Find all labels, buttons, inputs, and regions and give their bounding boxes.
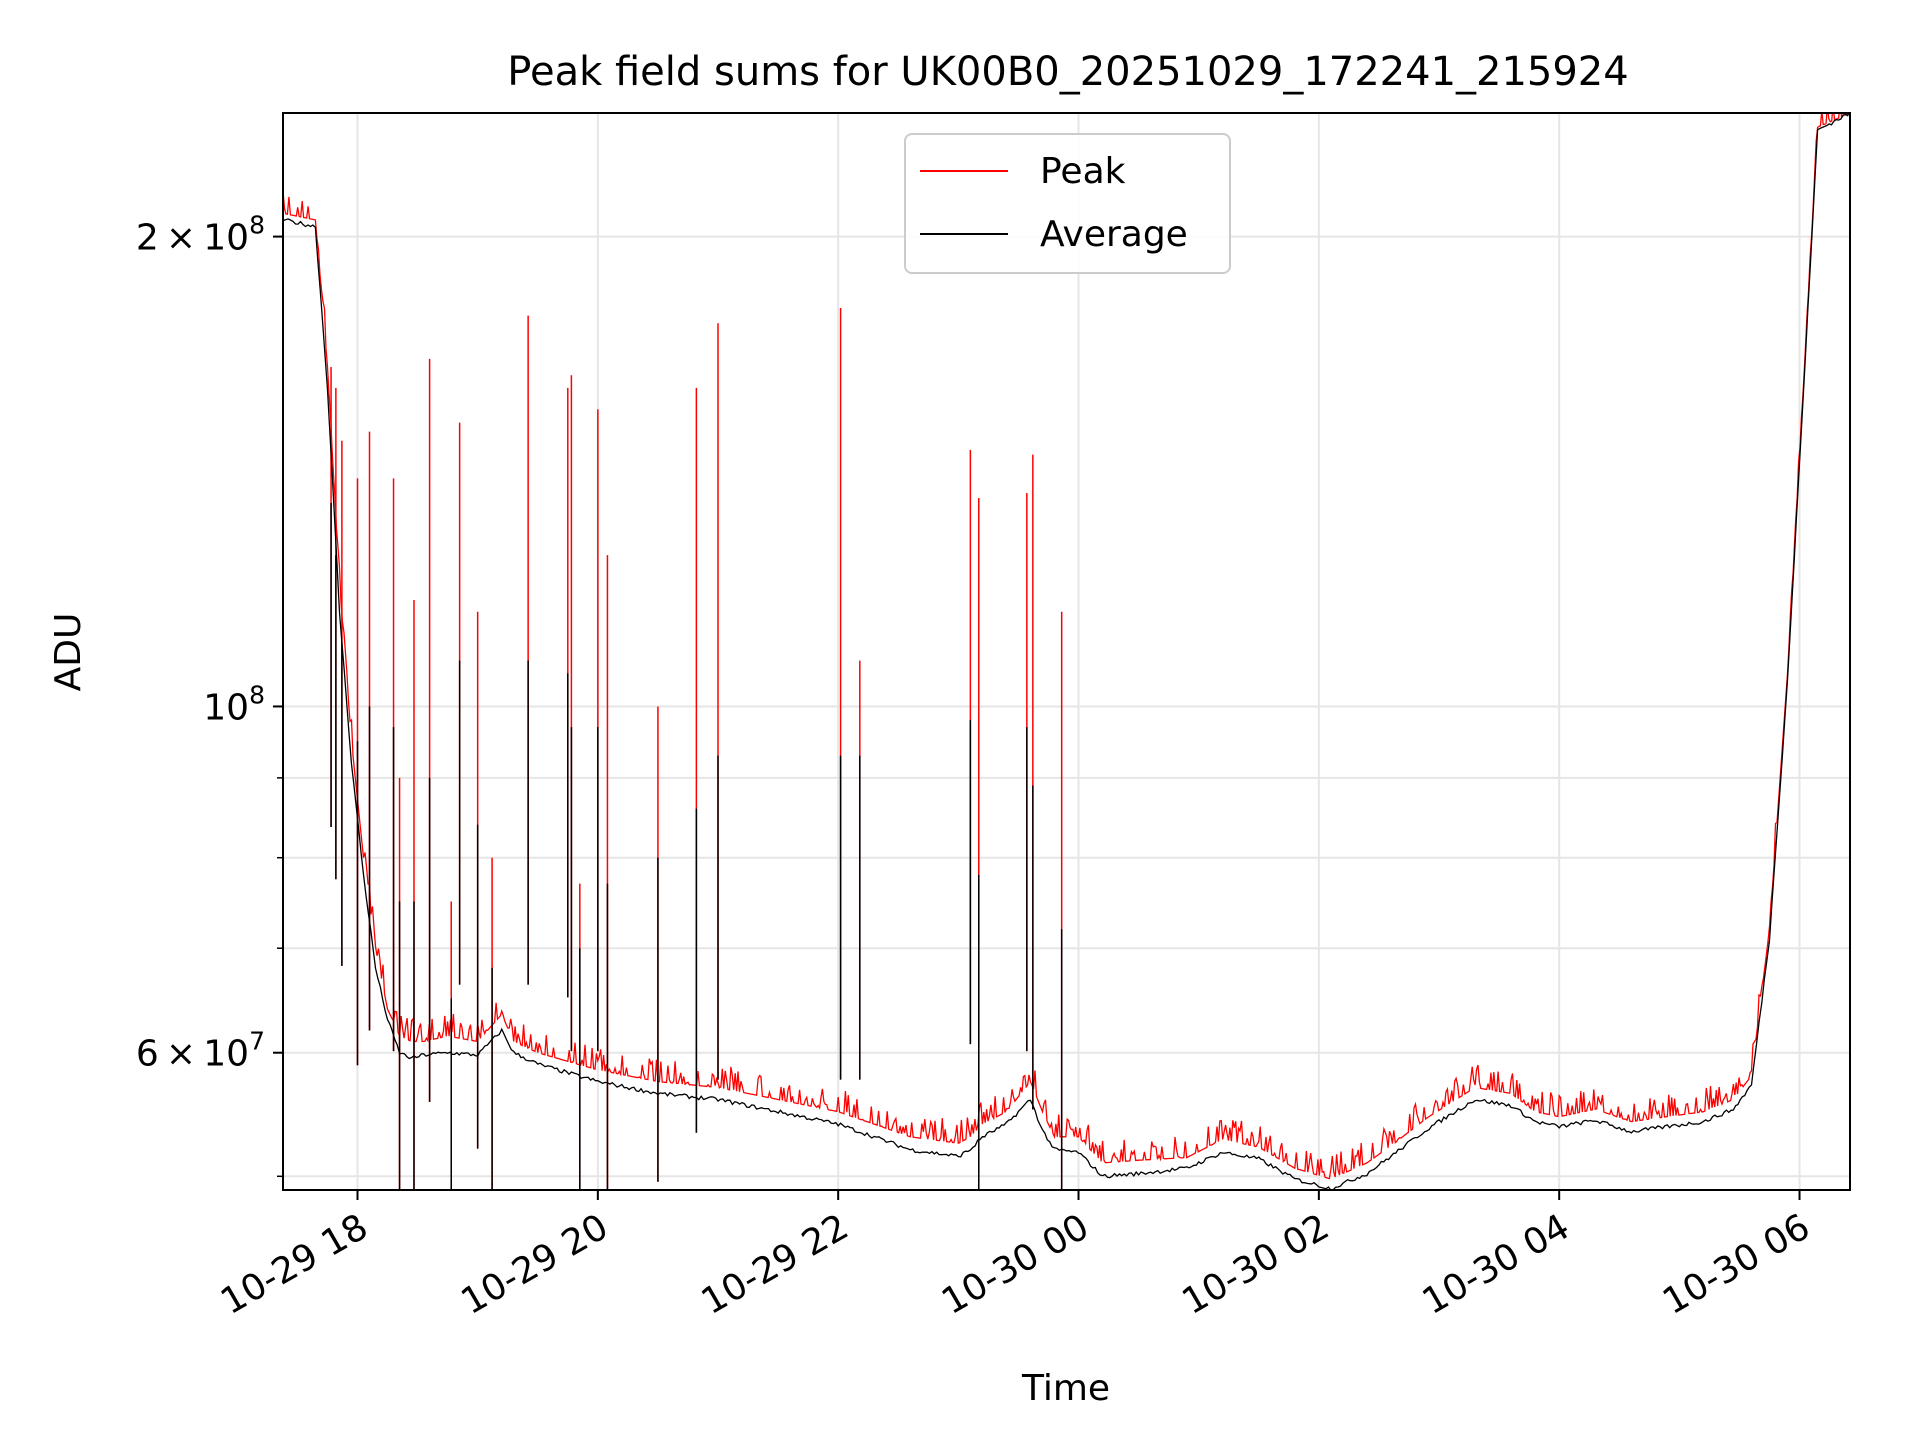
x-axis-label: Time <box>1021 1368 1110 1409</box>
chart-title: Peak field sums for UK00B0_20251029_1722… <box>507 49 1628 95</box>
plot-series <box>283 113 1850 1190</box>
y-tick-label: 6 × 107 <box>136 1027 265 1075</box>
legend-label-peak: Peak <box>1040 151 1126 192</box>
y-tick-label: 108 <box>203 680 265 728</box>
legend: Peak Average <box>904 133 1231 274</box>
plot-frame <box>282 112 1851 1191</box>
y-tick-label: 2 × 108 <box>136 211 265 259</box>
y-axis-label: ADU <box>48 613 89 692</box>
legend-label-average: Average <box>1040 214 1188 255</box>
legend-box <box>904 133 1231 274</box>
series-line-peak <box>283 113 1850 1180</box>
series-line-average <box>283 113 1850 1190</box>
y-axis: 6 × 107 108 2 × 108 <box>136 211 283 1178</box>
